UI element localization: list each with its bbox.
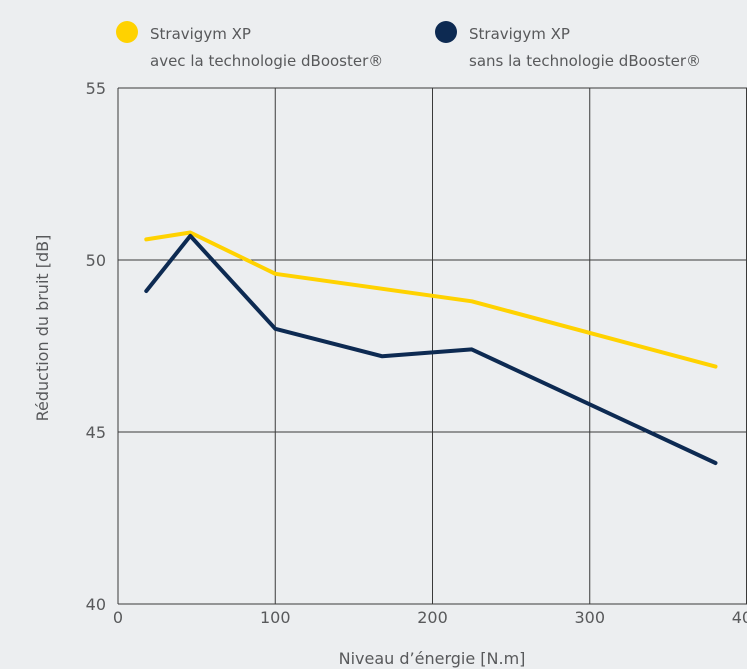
legend-marker-1 <box>116 21 138 43</box>
y-tick-label-50: 50 <box>86 251 106 270</box>
legend-item-1: Stravigym XP avec la technologie dBooster… <box>116 21 383 70</box>
x-tick-label-0: 0 <box>113 608 123 627</box>
legend-marker-2 <box>435 21 457 43</box>
grid <box>117 87 747 605</box>
legend-item-2: Stravigym XP sans la technologie dBooster… <box>435 21 701 70</box>
x-tick-label-300: 300 <box>574 608 605 627</box>
x-tick-label-200: 200 <box>417 608 448 627</box>
series-line-1 <box>144 230 718 369</box>
y-tick-label-45: 45 <box>86 423 106 442</box>
legend-label-2-line-1: Stravigym XP <box>469 25 570 43</box>
tick-labels: 40 45 50 55 0 100 200 300 400 <box>86 79 747 627</box>
y-tick-label-40: 40 <box>86 595 106 614</box>
y-axis-title: Réduction du bruit [dB] <box>33 235 52 422</box>
legend-label-1-line-2: avec la technologie dBooster® <box>150 52 383 70</box>
series-line-2 <box>144 233 718 465</box>
y-tick-label-55: 55 <box>86 79 106 98</box>
legend: Stravigym XP avec la technologie dBooster… <box>116 21 701 70</box>
legend-label-2-line-2: sans la technologie dBooster® <box>469 52 701 70</box>
series-layer <box>144 230 718 465</box>
x-tick-label-100: 100 <box>260 608 291 627</box>
x-tick-label-400: 400 <box>732 608 747 627</box>
x-axis-title: Niveau d’énergie [N.m] <box>339 649 526 668</box>
legend-label-1-line-1: Stravigym XP <box>150 25 251 43</box>
